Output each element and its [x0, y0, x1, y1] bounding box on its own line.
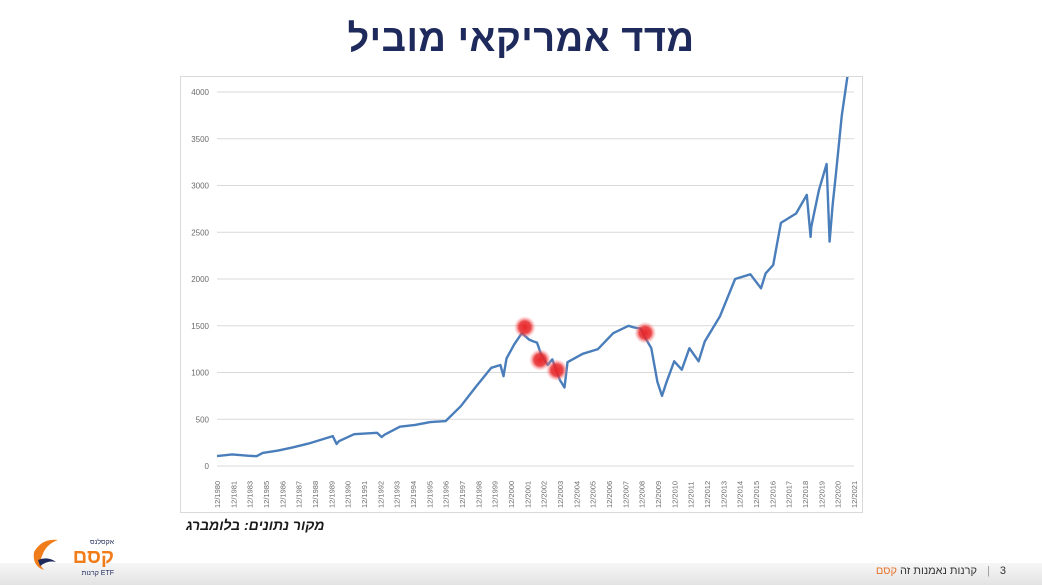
highlight-marker	[529, 348, 552, 371]
x-tick-label: 12/1994	[409, 481, 418, 508]
x-tick-label: 12/2005	[589, 481, 598, 508]
highlight-marker	[513, 316, 536, 339]
x-tick-label: 12/1993	[393, 481, 402, 508]
logo-swoosh-accent-icon	[38, 558, 56, 566]
x-tick-label: 12/1999	[491, 481, 500, 508]
x-tick-label: 12/1989	[327, 481, 336, 508]
x-tick-label: 12/2000	[507, 481, 516, 508]
x-tick-label: 12/1990	[344, 481, 353, 508]
x-tick-label: 12/2010	[670, 481, 679, 508]
page-title: מדד אמריקאי מוביל	[347, 18, 695, 60]
y-tick-label: 1500	[191, 322, 209, 331]
x-tick-label: 12/1981	[229, 481, 238, 508]
y-axis-ticks: 0 500 1000 1500 2000 2500 3000 3500 4000	[191, 88, 209, 471]
x-tick-label: 12/1998	[474, 481, 483, 508]
kesem-logo: אקסלנס קסם קרנות ETF	[33, 538, 115, 577]
x-tick-label: 12/2007	[621, 481, 630, 508]
logo-main-text: קסם	[73, 546, 114, 568]
x-tick-label: 12/1988	[311, 481, 320, 508]
y-tick-label: 2000	[191, 275, 209, 284]
x-tick-label: 12/2020	[834, 481, 843, 508]
y-tick-label: 4000	[191, 88, 209, 97]
x-tick-label: 12/2006	[605, 481, 614, 508]
y-tick-label: 3000	[191, 182, 209, 191]
x-tick-label: 12/1985	[262, 481, 271, 508]
logo-sub-text: קרנות ETF	[82, 570, 114, 577]
x-tick-label: 12/2008	[638, 481, 647, 508]
y-tick-label: 2500	[191, 228, 209, 237]
x-tick-label: 12/2014	[736, 481, 745, 508]
y-tick-label: 1000	[191, 369, 209, 378]
footer-bar	[0, 563, 1042, 585]
highlight-marker	[545, 359, 568, 382]
highlight-marker	[634, 321, 657, 344]
chart-series	[216, 77, 849, 458]
page-number: 3	[999, 565, 1006, 577]
x-axis-ticks: 12/1980 12/1981 12/1983 12/1985 12/1986 12/19…	[213, 481, 859, 508]
x-tick-label: 12/2013	[719, 481, 728, 508]
footer-separator: |	[987, 565, 990, 577]
x-tick-label: 12/1983	[246, 481, 255, 508]
footer-brand-accent: קסם	[875, 565, 897, 577]
x-tick-label: 12/1991	[360, 481, 369, 508]
chart-area: 0 500 1000 1500 2000 2500 3000 3500 4000 12/1980…	[180, 76, 863, 513]
x-tick-label: 12/2021	[850, 481, 859, 508]
source-note: מקור נתונים: בלומברג	[186, 517, 325, 533]
x-tick-label: 12/2018	[801, 481, 810, 508]
x-tick-label: 12/1986	[278, 481, 287, 508]
x-tick-label: 12/2012	[703, 481, 712, 508]
chart-gridlines	[217, 91, 854, 467]
line-chart: 0 500 1000 1500 2000 2500 3000 3500 4000 12/1980…	[191, 77, 859, 508]
y-tick-label: 500	[196, 415, 210, 424]
x-tick-label: 12/2011	[687, 481, 696, 508]
chart-highlights	[513, 316, 657, 382]
x-tick-label: 12/2017	[785, 481, 794, 508]
x-tick-label: 12/1995	[425, 481, 434, 508]
y-tick-label: 3500	[191, 135, 209, 144]
footer: קרנות נאמנות זה קסם | 3	[876, 565, 1006, 577]
x-tick-label: 12/2001	[523, 481, 532, 508]
footer-brand-prefix: קרנות נאמנות זה	[896, 565, 978, 577]
x-tick-label: 12/1996	[442, 481, 451, 508]
x-tick-label: 12/1980	[213, 481, 222, 508]
x-tick-label: 12/2019	[817, 481, 826, 508]
logo-top-text: אקסלנס	[90, 538, 115, 546]
x-tick-label: 12/1992	[376, 481, 385, 508]
x-tick-label: 12/2004	[572, 481, 581, 508]
footer-brand: קרנות נאמנות זה קסם	[876, 565, 977, 577]
y-tick-label: 0	[205, 462, 210, 471]
logo-swoosh-icon	[33, 539, 58, 570]
x-tick-label: 12/2009	[654, 481, 663, 508]
x-tick-label: 12/2015	[752, 481, 761, 508]
x-tick-label: 12/2002	[540, 481, 549, 508]
x-tick-label: 12/2003	[556, 481, 565, 508]
series-line	[216, 77, 849, 458]
x-tick-label: 12/1987	[295, 481, 304, 508]
x-tick-label: 12/2016	[768, 481, 777, 508]
x-tick-label: 12/1997	[458, 481, 467, 508]
